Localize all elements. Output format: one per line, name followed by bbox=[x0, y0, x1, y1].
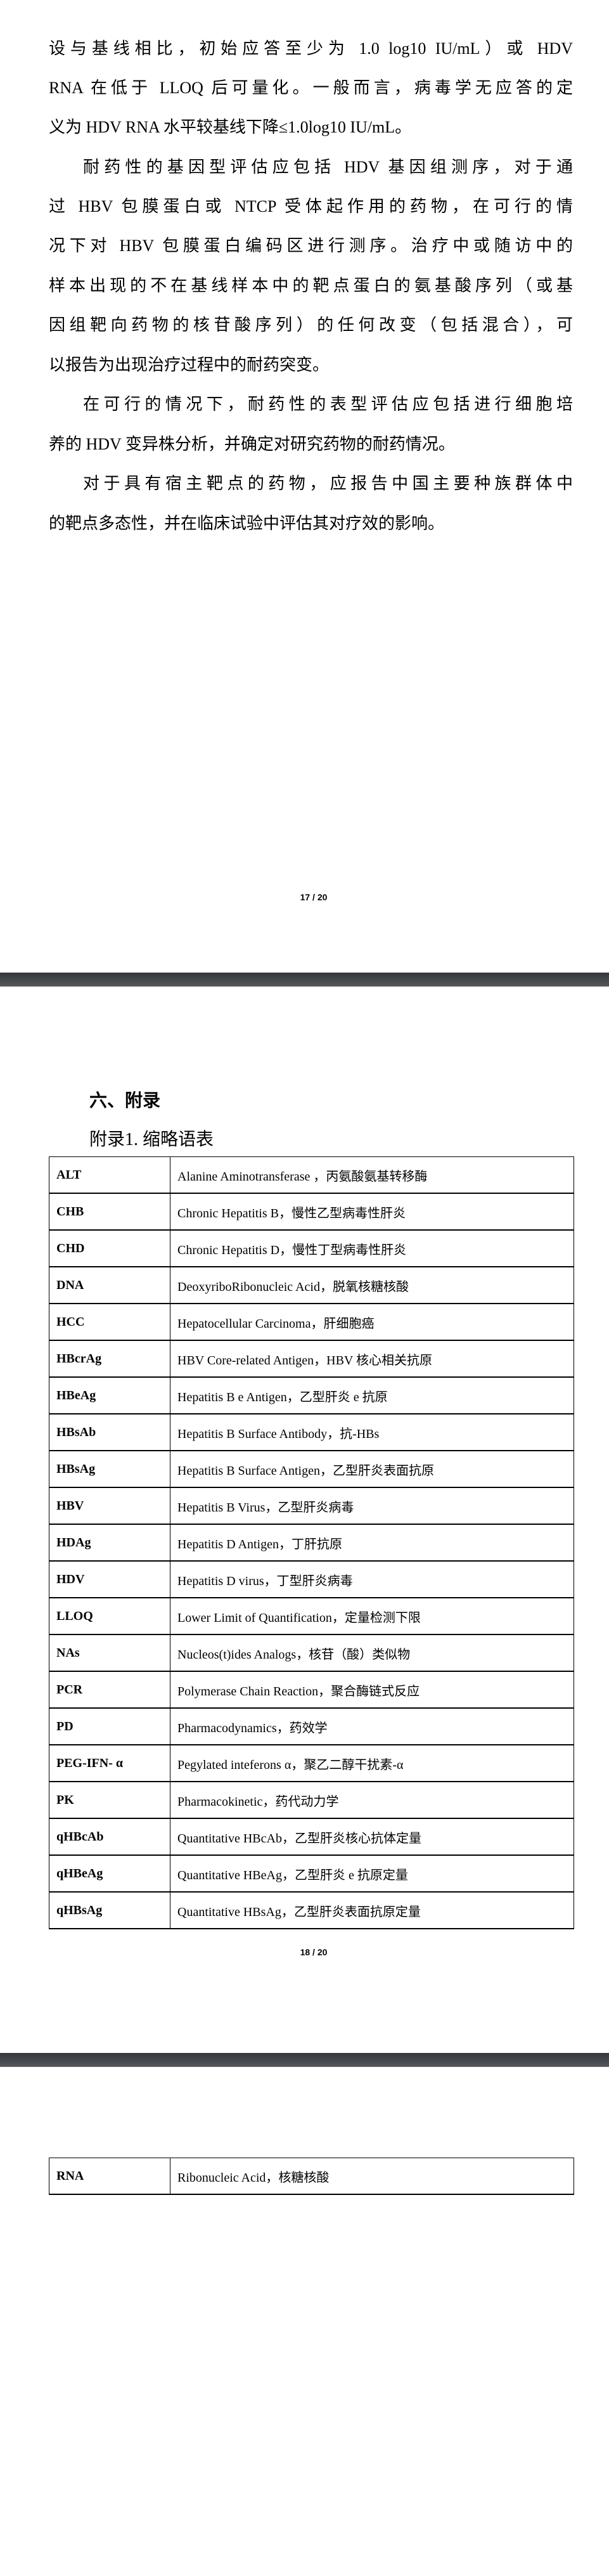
abbreviation-cell: ALT bbox=[49, 1156, 170, 1194]
page-separator bbox=[0, 973, 609, 987]
definition-cell: Polymerase Chain Reaction，聚合酶链式反应 bbox=[170, 1671, 574, 1709]
paragraph-line: 义为 HDV RNA 水平较基线下降≤1.0log10 IU/mL。 bbox=[49, 118, 412, 136]
abbreviation-cell: HBV bbox=[49, 1487, 170, 1525]
definition-cell: Pharmacodynamics，药效学 bbox=[170, 1707, 574, 1745]
definition-cell: Chronic Hepatitis D，慢性丁型病毒性肝炎 bbox=[170, 1229, 574, 1267]
definition-cell: Hepatitis D Antigen，丁肝抗原 bbox=[170, 1524, 574, 1562]
paragraph-line: 耐药性的基因型评估应包括 HDV 基因组测序，对于通 bbox=[83, 158, 573, 176]
abbreviation-cell: PD bbox=[49, 1707, 170, 1745]
table-row: PCR Polymerase Chain Reaction，聚合酶链式反应 bbox=[49, 1671, 574, 1709]
paragraph-line: RNA 在低于 LLOQ 后可量化。一般而言，病毒学无应答的定 bbox=[49, 79, 573, 97]
definition-cell: Quantitative HBsAg，乙型肝炎表面抗原定量 bbox=[170, 1891, 574, 1929]
table-row: HCC Hepatocellular Carcinoma，肝细胞癌 bbox=[49, 1303, 574, 1341]
abbreviation-cell: LLOQ bbox=[49, 1597, 170, 1635]
definition-cell: DeoxyriboRibonucleic Acid，脱氧核糖核酸 bbox=[170, 1266, 574, 1304]
paragraph-line: 的靶点多态性，并在临床试验中评估其对疗效的影响。 bbox=[49, 514, 445, 533]
table-row: PK Pharmacokinetic，药代动力学 bbox=[49, 1781, 574, 1819]
paragraph-line: 况下对 HBV 包膜蛋白编码区进行测序。治疗中或随访中的 bbox=[49, 236, 573, 255]
definition-cell: Pegylated inteferons α，聚乙二醇干扰素-α bbox=[170, 1744, 574, 1782]
definition-cell: Chronic Hepatitis B，慢性乙型病毒性肝炎 bbox=[170, 1193, 574, 1231]
abbreviation-cell: HBsAb bbox=[49, 1413, 170, 1451]
abbreviation-cell: DNA bbox=[49, 1266, 170, 1304]
abbreviation-cell: HCC bbox=[49, 1303, 170, 1341]
abbreviation-cell: HBeAg bbox=[49, 1376, 170, 1414]
table-row: qHBcAb Quantitative HBcAb，乙型肝炎核心抗体定量 bbox=[49, 1818, 574, 1856]
table-row: HDAg Hepatitis D Antigen，丁肝抗原 bbox=[49, 1524, 574, 1562]
abbreviation-cell: HBsAg bbox=[49, 1450, 170, 1488]
table-row: DNA DeoxyriboRibonucleic Acid，脱氧核糖核酸 bbox=[49, 1266, 574, 1304]
abbreviation-cell: PCR bbox=[49, 1671, 170, 1709]
table-row: NAs Nucleos(t)ides Analogs，核苷（酸）类似物 bbox=[49, 1634, 574, 1672]
definition-cell: Ribonucleic Acid，核糖核酸 bbox=[170, 2158, 574, 2195]
page-number: 17 / 20 bbox=[300, 892, 328, 902]
definition-cell: Hepatitis B e Antigen，乙型肝炎 e 抗原 bbox=[170, 1376, 574, 1414]
section-title: 六、附录 bbox=[89, 1091, 161, 1111]
definition-cell: Alanine Aminotransferase ，丙氨酸氨基转移酶 bbox=[170, 1156, 574, 1194]
paragraph-line: 过 HBV 包膜蛋白或 NTCP 受体起作用的药物，在可行的情 bbox=[49, 197, 573, 216]
abbreviation-cell: PK bbox=[49, 1781, 170, 1819]
abbreviation-cell: qHBsAg bbox=[49, 1891, 170, 1929]
table-row: HDV Hepatitis D virus，丁型肝炎病毒 bbox=[49, 1560, 574, 1598]
page-number: 18 / 20 bbox=[300, 1947, 328, 1957]
table-row: HBsAb Hepatitis B Surface Antibody，抗-HBs bbox=[49, 1413, 574, 1451]
definition-cell: Hepatitis B Surface Antigen，乙型肝炎表面抗原 bbox=[170, 1450, 574, 1488]
table-row: HBeAg Hepatitis B e Antigen，乙型肝炎 e 抗原 bbox=[49, 1376, 574, 1414]
definition-cell: Hepatitis B Virus，乙型肝炎病毒 bbox=[170, 1487, 574, 1525]
abbreviation-table: ALT Alanine Aminotransferase ，丙氨酸氨基转移酶 CHB… bbox=[49, 1156, 574, 1929]
abbreviation-cell: CHD bbox=[49, 1229, 170, 1267]
paragraph-line: 对于具有宿主靶点的药物，应报告中国主要种族群体中 bbox=[83, 474, 573, 493]
definition-cell: Hepatitis D virus，丁型肝炎病毒 bbox=[170, 1560, 574, 1598]
table-row: RNA Ribonucleic Acid，核糖核酸 bbox=[49, 2158, 574, 2195]
abbreviation-cell: RNA bbox=[49, 2158, 170, 2195]
definition-cell: Nucleos(t)ides Analogs，核苷（酸）类似物 bbox=[170, 1634, 574, 1672]
abbreviation-cell: NAs bbox=[49, 1634, 170, 1672]
paragraph-line: 样本出现的不在基线样本中的靶点蛋白的氨基酸序列（或基 bbox=[49, 276, 573, 295]
appendix-title: 附录1. 缩略语表 bbox=[89, 1130, 214, 1149]
paragraph-line: 设与基线相比，初始应答至少为 1.0 log10 IU/mL）或 HDV bbox=[49, 39, 573, 58]
abbreviation-cell: qHBeAg bbox=[49, 1854, 170, 1893]
table-row: PD Pharmacodynamics，药效学 bbox=[49, 1707, 574, 1745]
paragraph-line: 因组靶向药物的核苷酸序列）的任何改变（包括混合），可 bbox=[49, 316, 573, 334]
table-row: LLOQ Lower Limit of Quantification，定量检测下限 bbox=[49, 1597, 574, 1635]
definition-cell: Quantitative HBeAg，乙型肝炎 e 抗原定量 bbox=[170, 1854, 574, 1893]
definition-cell: Pharmacokinetic，药代动力学 bbox=[170, 1781, 574, 1819]
table-row: qHBsAg Quantitative HBsAg，乙型肝炎表面抗原定量 bbox=[49, 1891, 574, 1929]
table-row: qHBeAg Quantitative HBeAg，乙型肝炎 e 抗原定量 bbox=[49, 1854, 574, 1893]
paragraph-line: 在可行的情况下，耐药性的表型评估应包括进行细胞培 bbox=[83, 395, 573, 413]
table-row: ALT Alanine Aminotransferase ，丙氨酸氨基转移酶 bbox=[49, 1156, 574, 1194]
table-row: HBsAg Hepatitis B Surface Antigen，乙型肝炎表面抗… bbox=[49, 1450, 574, 1488]
abbreviation-cell: qHBcAb bbox=[49, 1818, 170, 1856]
abbreviation-table-continued: RNA Ribonucleic Acid，核糖核酸 bbox=[49, 2158, 574, 2195]
page-separator bbox=[0, 2053, 609, 2067]
abbreviation-cell: HDV bbox=[49, 1560, 170, 1598]
paragraph-line: 以报告为出现治疗过程中的耐药突变。 bbox=[49, 356, 330, 374]
table-row: HBcrAg HBV Core-related Antigen，HBV 核心相关抗… bbox=[49, 1340, 574, 1378]
paragraph-line: 养的 HDV 变异株分析，并确定对研究药物的耐药情况。 bbox=[49, 435, 455, 453]
definition-cell: HBV Core-related Antigen，HBV 核心相关抗原 bbox=[170, 1340, 574, 1378]
abbreviation-cell: HDAg bbox=[49, 1524, 170, 1562]
abbreviation-cell: PEG-IFN- α bbox=[49, 1744, 170, 1782]
definition-cell: Lower Limit of Quantification，定量检测下限 bbox=[170, 1597, 574, 1635]
table-row: PEG-IFN- α Pegylated inteferons α，聚乙二醇干扰素… bbox=[49, 1744, 574, 1782]
table-row: CHB Chronic Hepatitis B，慢性乙型病毒性肝炎 bbox=[49, 1193, 574, 1231]
abbreviation-cell: HBcrAg bbox=[49, 1340, 170, 1378]
definition-cell: Hepatocellular Carcinoma，肝细胞癌 bbox=[170, 1303, 574, 1341]
definition-cell: Quantitative HBcAb，乙型肝炎核心抗体定量 bbox=[170, 1818, 574, 1856]
table-row: CHD Chronic Hepatitis D，慢性丁型病毒性肝炎 bbox=[49, 1229, 574, 1267]
table-row: HBV Hepatitis B Virus，乙型肝炎病毒 bbox=[49, 1487, 574, 1525]
definition-cell: Hepatitis B Surface Antibody，抗-HBs bbox=[170, 1413, 574, 1451]
abbreviation-cell: CHB bbox=[49, 1193, 170, 1231]
